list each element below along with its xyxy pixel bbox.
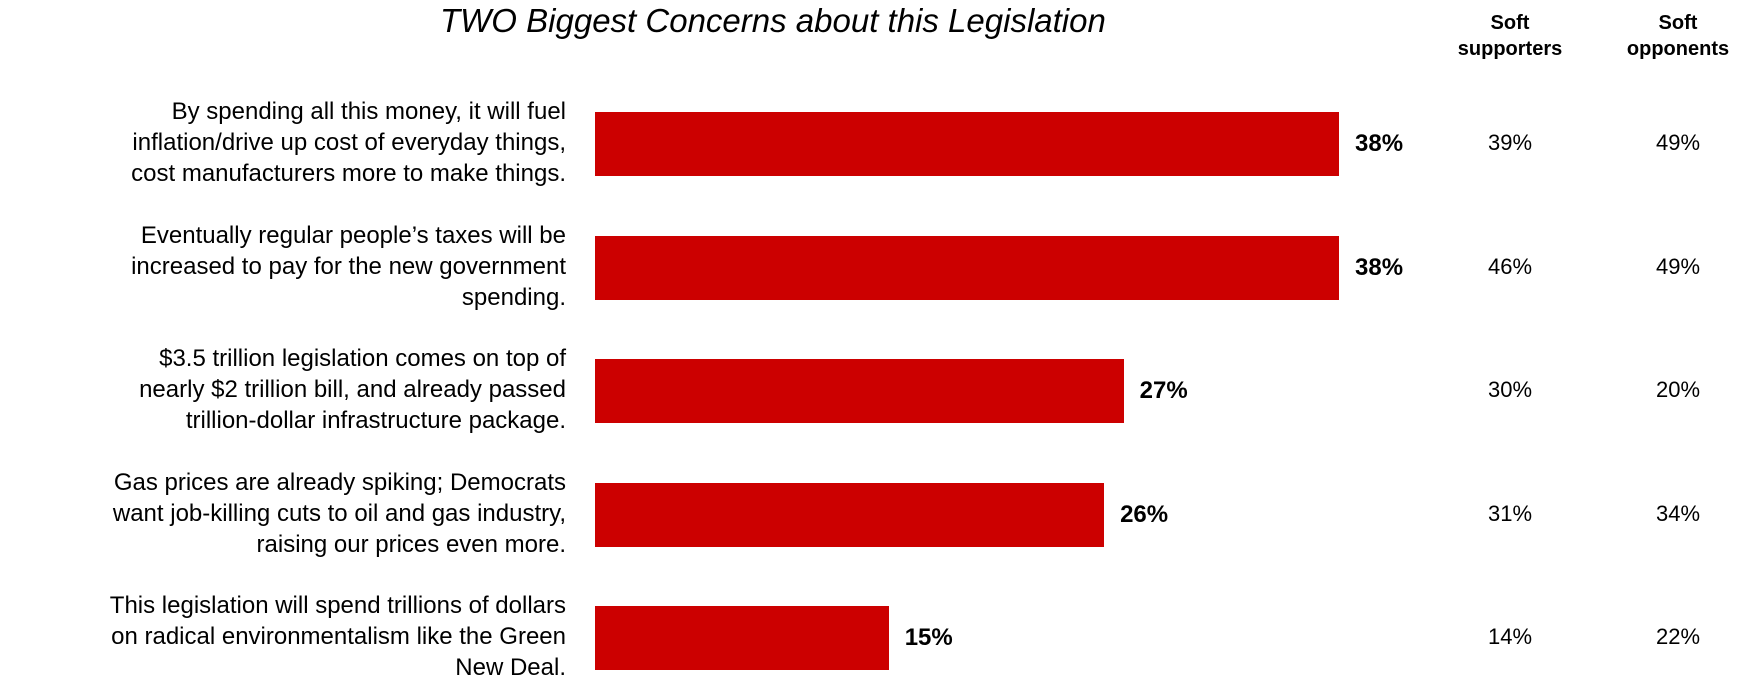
bar-value-label: 15% [905,624,953,652]
bar-value-label: 38% [1355,130,1403,158]
category-label: $3.5 trillion legislation comes on top o… [0,343,566,436]
bar-value-label: 26% [1120,501,1168,529]
soft-supporters-value: 39% [1450,130,1570,156]
soft-opponents-value: 22% [1618,624,1738,650]
category-label-line: want job-killing cuts to oil and gas ind… [0,498,566,529]
category-label-line: Gas prices are already spiking; Democrat… [0,467,566,498]
category-label-line: trillion-dollar infrastructure package. [0,405,566,436]
soft-opponents-value: 34% [1618,501,1738,527]
bar-value-label: 27% [1140,377,1188,405]
column-header-line: supporters [1435,36,1585,62]
category-label: Gas prices are already spiking; Democrat… [0,467,566,560]
soft-opponents-value: 49% [1618,254,1738,280]
soft-supporters-value: 14% [1450,624,1570,650]
column-header-line: opponents [1603,36,1749,62]
category-label-line: $3.5 trillion legislation comes on top o… [0,343,566,374]
bar [595,112,1339,176]
column-header-line: Soft [1603,10,1749,36]
column-header-line: Soft [1435,10,1585,36]
category-label-line: cost manufacturers more to make things. [0,158,566,189]
category-label-line: nearly $2 trillion bill, and already pas… [0,374,566,405]
category-label-line: on radical environmentalism like the Gre… [0,621,566,652]
bar-value-label: 38% [1355,254,1403,282]
category-label-line: New Deal. [0,652,566,683]
category-label-line: increased to pay for the new government [0,251,566,282]
soft-opponents-value: 49% [1618,130,1738,156]
bar [595,606,889,670]
column-header-soft-opponents: Soft opponents [1603,10,1749,62]
soft-supporters-value: 31% [1450,501,1570,527]
bar [595,236,1339,300]
category-label: Eventually regular people’s taxes will b… [0,220,566,313]
category-label: This legislation will spend trillions of… [0,590,566,683]
column-header-soft-supporters: Soft supporters [1435,10,1585,62]
chart-title: TWO Biggest Concerns about this Legislat… [440,2,1190,40]
category-label-line: raising our prices even more. [0,529,566,560]
soft-opponents-value: 20% [1618,377,1738,403]
soft-supporters-value: 30% [1450,377,1570,403]
bar [595,359,1124,423]
category-label-line: Eventually regular people’s taxes will b… [0,220,566,251]
category-label-line: This legislation will spend trillions of… [0,590,566,621]
category-label-line: spending. [0,282,566,313]
category-label-line: By spending all this money, it will fuel [0,96,566,127]
category-label-line: inflation/drive up cost of everyday thin… [0,127,566,158]
soft-supporters-value: 46% [1450,254,1570,280]
category-label: By spending all this money, it will fuel… [0,96,566,189]
bar [595,483,1104,547]
